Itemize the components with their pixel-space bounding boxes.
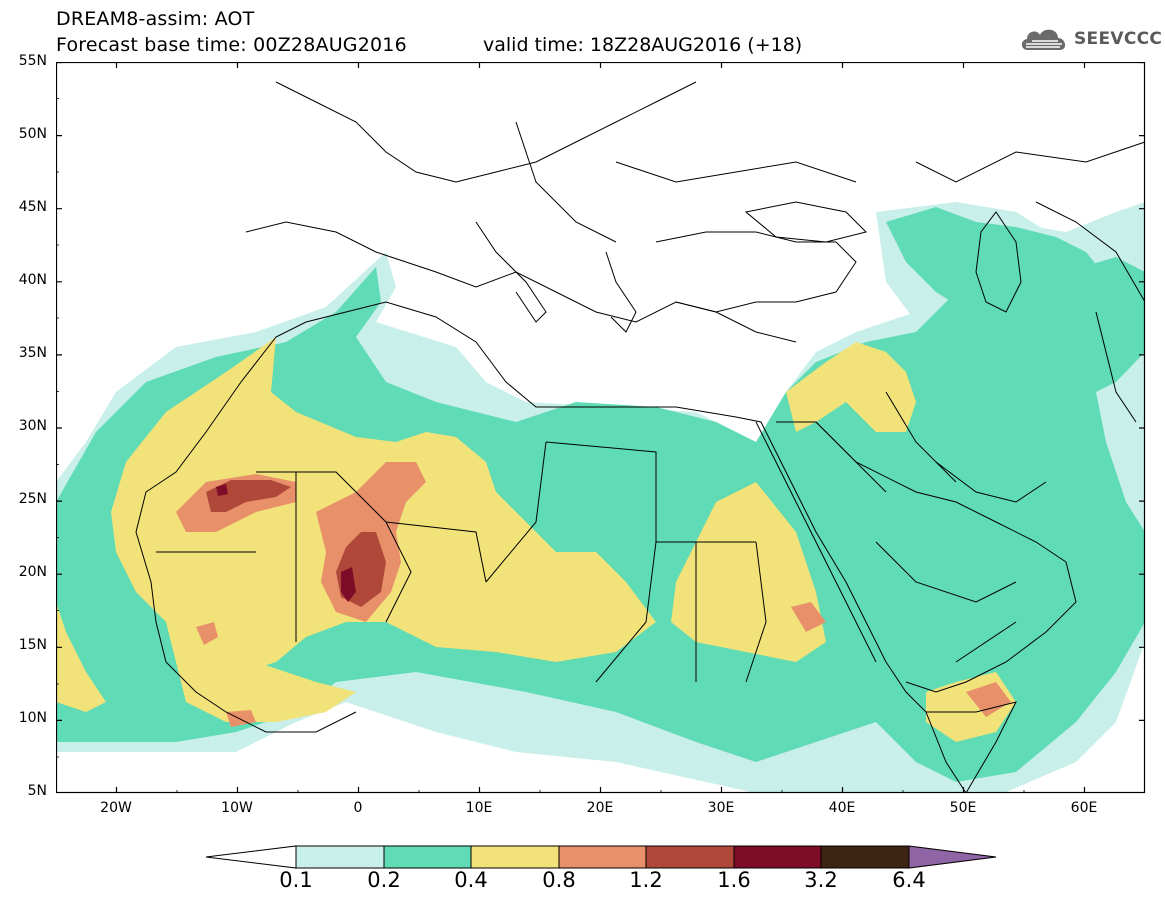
- colorbar-seg-0.2: [383, 845, 472, 869]
- turkey: [655, 231, 857, 313]
- lat-label-30n: 30N: [18, 418, 47, 434]
- colorbar-label-6.4: 6.4: [892, 868, 926, 892]
- lat-label-35n: 35N: [18, 345, 47, 361]
- caspian: [975, 211, 1022, 313]
- lon-label-30e: 30E: [707, 800, 735, 816]
- lon-label-60e: 60E: [1070, 800, 1098, 816]
- border-2: [815, 391, 1017, 663]
- colorbar-label-0.1: 0.1: [279, 868, 313, 892]
- colorbar-label-0.2: 0.2: [367, 868, 401, 892]
- persian-gulf: [935, 461, 1047, 503]
- valid-time: valid time: 18Z28AUG2016 (+18): [483, 34, 803, 56]
- lat-label-20n: 20N: [18, 564, 47, 580]
- colorbar-seg-3.2: [820, 845, 910, 869]
- greece: [605, 251, 637, 333]
- colorbar-label-1.6: 1.6: [717, 868, 751, 892]
- lon-label-0: 0: [353, 800, 363, 816]
- colorbar-label-1.2: 1.2: [629, 868, 663, 892]
- lon-label-50e: 50E: [949, 800, 977, 816]
- colorbar-seg-0.8: [558, 845, 647, 869]
- colorbar-seg-below: [206, 845, 297, 869]
- colorbar-label-3.2: 3.2: [804, 868, 838, 892]
- border-4: [1035, 201, 1145, 423]
- lon-label-10e: 10E: [465, 800, 493, 816]
- aot-colorbar: [206, 845, 997, 869]
- arabia-coast: [776, 421, 1077, 693]
- colorbar-seg-above: [908, 845, 997, 869]
- colorbar-seg-0.1: [295, 845, 385, 869]
- aot-band-1.6-a: [216, 484, 228, 496]
- colorbar-seg-0.4: [470, 845, 560, 869]
- colorbar-label-0.4: 0.4: [454, 868, 488, 892]
- coastlines: [135, 81, 1145, 793]
- lat-label-10n: 10N: [18, 710, 47, 726]
- aot-band-0.4-sahel: [166, 622, 356, 722]
- lat-label-55n: 55N: [18, 53, 47, 69]
- border-1: [156, 441, 767, 683]
- horn-africa: [926, 701, 1017, 793]
- axis-ticks: [56, 62, 1145, 793]
- lat-label-15n: 15N: [18, 637, 47, 653]
- cloud-icon: [1021, 29, 1066, 50]
- aot-map: [56, 62, 1146, 794]
- map-title: DREAM8-assim: AOT: [56, 8, 255, 30]
- lat-label-40n: 40N: [18, 272, 47, 288]
- lat-label-25n: 25N: [18, 491, 47, 507]
- italy: [475, 221, 547, 323]
- red-sea: [755, 421, 877, 663]
- lat-label-5n: 5N: [27, 783, 47, 799]
- colorbar-seg-1.2: [645, 845, 735, 869]
- aot-band-0.4-west: [56, 602, 106, 712]
- colorbar-seg-1.6: [733, 845, 822, 869]
- lon-label-20w: 20W: [100, 800, 132, 816]
- aot-band-1.2: [206, 480, 291, 512]
- aot-band-1.6-b: [341, 567, 356, 602]
- aot-band-0.4-arabia: [786, 342, 916, 432]
- lat-label-50n: 50N: [18, 126, 47, 142]
- forecast-base-time: Forecast base time: 00Z28AUG2016: [56, 34, 407, 56]
- lon-label-40e: 40E: [828, 800, 856, 816]
- aot-band-0.8-spot3: [791, 602, 826, 632]
- africa-coastline: [135, 301, 967, 793]
- lon-label-10w: 10W: [221, 800, 253, 816]
- seevccc-logo: SEEVCCC: [1018, 24, 1162, 54]
- aot-band-0.2-caspian: [886, 207, 1106, 322]
- aot-band-0.8-spot1: [196, 622, 218, 645]
- colorbar-label-0.8: 0.8: [542, 868, 576, 892]
- aot-shading: [56, 202, 1145, 793]
- lat-label-45n: 45N: [18, 199, 47, 215]
- aot-band-0.4-sudan: [671, 482, 826, 662]
- border-3: [515, 121, 1145, 243]
- lon-label-20e: 20E: [586, 800, 614, 816]
- logo-text: SEEVCCC: [1074, 29, 1163, 49]
- aot-band-0.8-spot4: [966, 682, 1011, 717]
- west-africa-coastline: [135, 531, 357, 733]
- black-sea: [744, 201, 867, 243]
- europe-north: [275, 81, 697, 183]
